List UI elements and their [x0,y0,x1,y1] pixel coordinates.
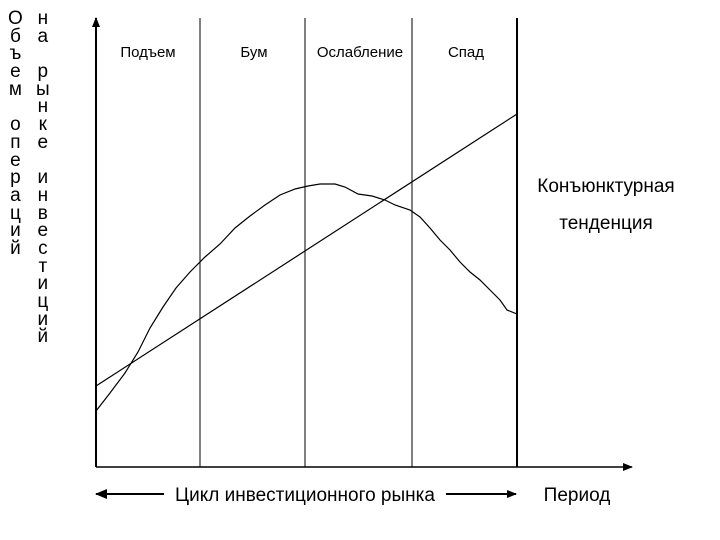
phase-label-boom: Бум [240,44,267,61]
axis-label-letter: й [37,326,49,348]
axis-label-letter: н [37,96,49,118]
period-label: Период [544,485,611,506]
trend-label-line2: тенденция [559,213,652,234]
axis-label-letter: ъ [9,43,22,65]
axis-label-letter: е [10,149,21,171]
phase-label-slowdown: Ослабление [317,44,403,61]
axis-label-letter: н [37,8,49,29]
axis-label-letter: а [10,184,21,206]
axis-label-letter: в [37,202,48,224]
axis-label-letter: н [37,184,49,206]
axis-label-letter: и [37,273,49,295]
axis-label-letter: р [37,61,49,83]
axis-label-letter: т [38,255,48,277]
axis-label-letter: а [37,25,49,47]
axis-label-letter: и [37,167,49,189]
axis-label-letter: и [37,308,49,330]
axis-label-letter: с [38,237,48,259]
axis-label-letter: к [38,114,47,136]
phase-label-decline: Спад [448,44,484,61]
axis-label-letter: ц [9,202,21,224]
cycle-label: Цикл инвестиционного рынка [175,485,435,506]
axis-label-letter: О [8,8,23,29]
axis-label-letter: ы [36,78,50,100]
cycle-label-background [164,481,446,507]
axis-label-letter: о [10,114,21,136]
axis-label-letter: п [10,131,21,153]
axis-label-letter: е [37,131,49,153]
axis-label-letter: р [10,167,21,189]
axis-label-letter: й [10,237,21,259]
phase-label-rise: Подъем [120,44,175,61]
investment-volume-curve [95,183,518,412]
axis-label-letter: ц [37,291,49,312]
trend-label-line1: Конъюнктурная [537,176,674,197]
axis-label-letter: е [10,61,21,83]
axis-label-letter: б [9,25,21,47]
axis-label-letter: и [10,220,21,242]
axis-label-letter: м [8,78,22,100]
trend-line [95,113,518,387]
axis-label-letter: е [37,220,49,242]
